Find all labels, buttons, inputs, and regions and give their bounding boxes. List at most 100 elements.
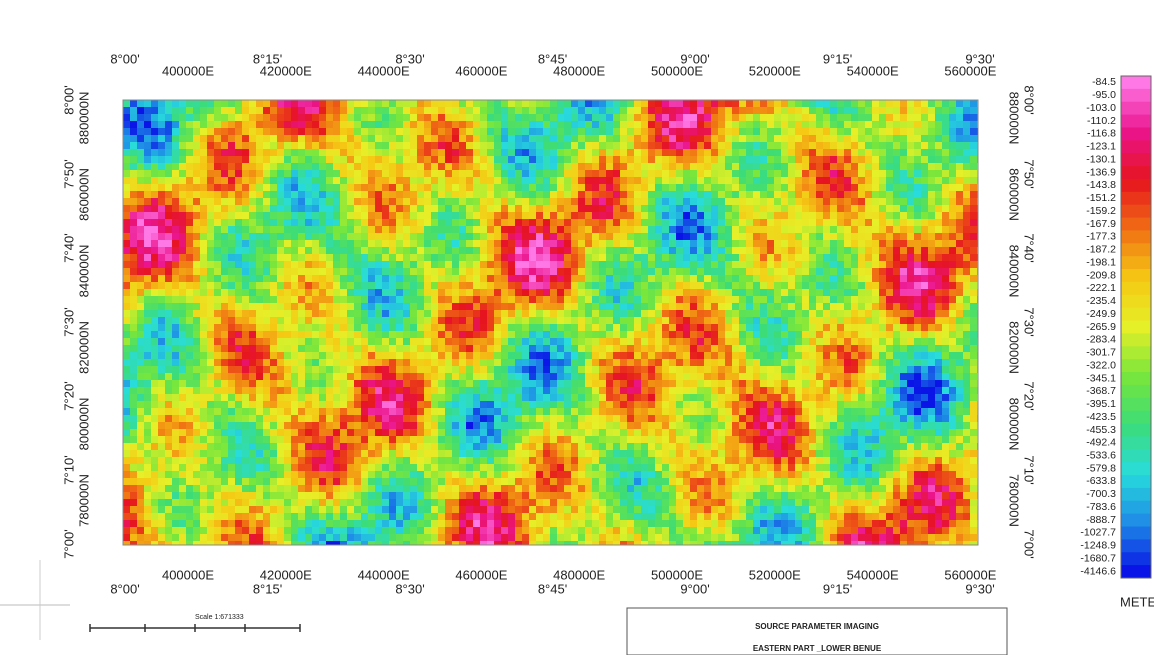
map-cell (347, 233, 354, 240)
map-cell (935, 352, 942, 359)
map-cell (550, 128, 557, 135)
map-cell (452, 170, 459, 177)
map-cell (249, 100, 256, 107)
map-cell (879, 268, 886, 275)
map-cell (690, 240, 697, 247)
map-cell (809, 254, 816, 261)
map-cell (578, 163, 585, 170)
map-cell (130, 100, 137, 107)
map-cell (627, 163, 634, 170)
map-cell (732, 107, 739, 114)
map-cell (935, 212, 942, 219)
map-cell (830, 268, 837, 275)
map-cell (606, 156, 613, 163)
map-cell (620, 121, 627, 128)
map-cell (326, 177, 333, 184)
map-cell (354, 205, 361, 212)
map-cell (214, 310, 221, 317)
map-cell (543, 310, 550, 317)
map-cell (620, 149, 627, 156)
map-cell (879, 303, 886, 310)
map-cell (368, 359, 375, 366)
map-cell (256, 310, 263, 317)
map-cell (655, 212, 662, 219)
map-cell (207, 163, 214, 170)
map-cell (536, 114, 543, 121)
map-cell (795, 345, 802, 352)
map-cell (970, 156, 977, 163)
map-cell (340, 233, 347, 240)
map-cell (340, 177, 347, 184)
map-cell (228, 310, 235, 317)
map-cell (123, 373, 130, 380)
map-cell (809, 366, 816, 373)
map-cell (921, 233, 928, 240)
map-cell (242, 289, 249, 296)
map-cell (837, 212, 844, 219)
map-cell (760, 142, 767, 149)
map-cell (564, 191, 571, 198)
map-cell (466, 233, 473, 240)
map-cell (361, 310, 368, 317)
map-cell (865, 338, 872, 345)
map-cell (473, 303, 480, 310)
map-cell (347, 177, 354, 184)
map-cell (788, 128, 795, 135)
map-cell (228, 338, 235, 345)
map-cell (893, 128, 900, 135)
map-cell (389, 310, 396, 317)
map-cell (970, 366, 977, 373)
map-cell (515, 338, 522, 345)
map-cell (585, 359, 592, 366)
map-cell (767, 177, 774, 184)
map-cell (676, 226, 683, 233)
map-cell (256, 100, 263, 107)
map-cell (802, 366, 809, 373)
map-cell (641, 135, 648, 142)
map-cell (424, 142, 431, 149)
map-cell (599, 191, 606, 198)
map-cell (970, 261, 977, 268)
map-cell (473, 212, 480, 219)
map-cell (522, 135, 529, 142)
map-cell (557, 163, 564, 170)
map-cell (809, 170, 816, 177)
map-cell (935, 296, 942, 303)
map-cell (858, 205, 865, 212)
map-cell (291, 317, 298, 324)
map-cell (536, 275, 543, 282)
map-cell (480, 275, 487, 282)
map-cell (144, 177, 151, 184)
map-cell (172, 380, 179, 387)
map-cell (949, 310, 956, 317)
map-cell (907, 359, 914, 366)
map-cell (648, 254, 655, 261)
map-cell (480, 289, 487, 296)
map-cell (417, 380, 424, 387)
map-cell (550, 114, 557, 121)
map-cell (837, 198, 844, 205)
map-cell (207, 198, 214, 205)
map-cell (949, 114, 956, 121)
map-cell (214, 107, 221, 114)
map-cell (802, 128, 809, 135)
map-cell (277, 121, 284, 128)
map-cell (361, 135, 368, 142)
map-cell (935, 219, 942, 226)
map-cell (522, 366, 529, 373)
map-cell (137, 107, 144, 114)
map-cell (137, 156, 144, 163)
map-cell (830, 352, 837, 359)
map-cell (214, 156, 221, 163)
map-cell (851, 142, 858, 149)
map-cell (655, 135, 662, 142)
map-cell (627, 107, 634, 114)
map-cell (648, 156, 655, 163)
map-cell (585, 205, 592, 212)
map-cell (844, 226, 851, 233)
map-cell (354, 282, 361, 289)
map-cell (802, 100, 809, 107)
map-cell (823, 247, 830, 254)
map-cell (144, 135, 151, 142)
map-cell (725, 317, 732, 324)
